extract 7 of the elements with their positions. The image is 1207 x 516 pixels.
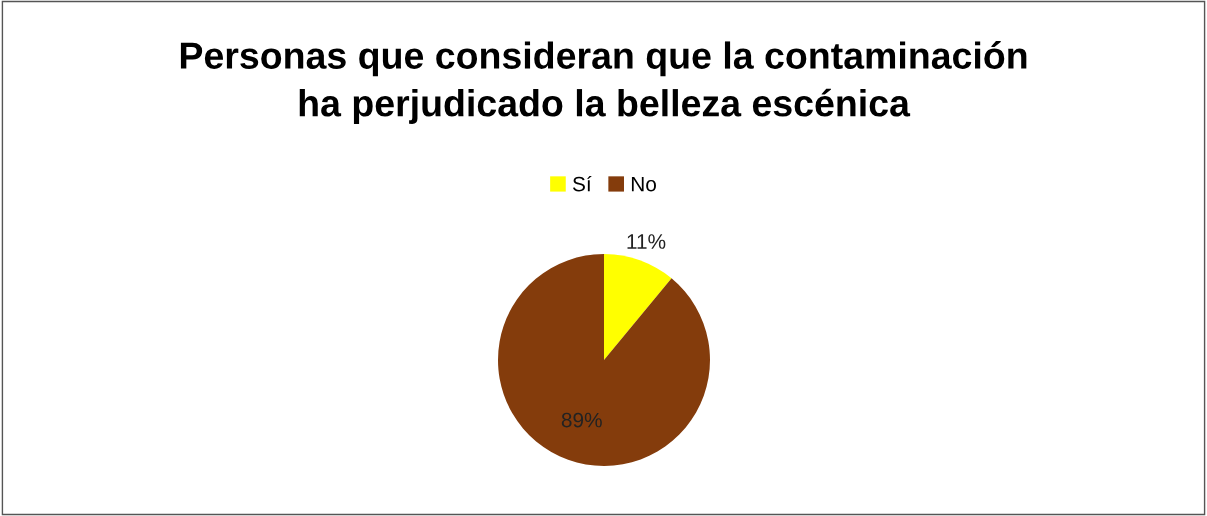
- data-label: 89%: [561, 412, 602, 428]
- data-label: 11%: [627, 234, 666, 249]
- chart-title: Personas que consideran que la contaminación ha perjudicado la belleza escénica: [180, 41, 1027, 125]
- pie-slice: [498, 254, 710, 466]
- pie-slice: [604, 254, 672, 360]
- legend-label: No: [631, 176, 656, 192]
- legend-label: Sí: [572, 175, 592, 192]
